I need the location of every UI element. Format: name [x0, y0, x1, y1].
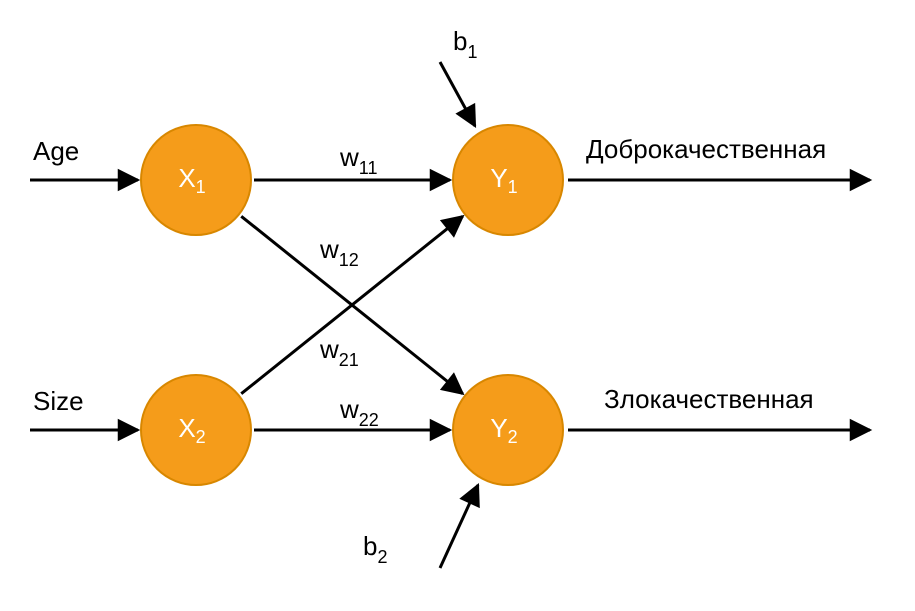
label-age: Age — [33, 136, 79, 166]
arrow-b1 — [440, 62, 475, 126]
label-w22: w22 — [339, 394, 379, 430]
arrow-b2 — [440, 485, 478, 568]
label-b1: b1 — [453, 26, 477, 62]
label-benign: Доброкачественная — [586, 134, 826, 164]
label-w11: w11 — [339, 142, 377, 178]
label-b2: b2 — [363, 531, 387, 567]
label-malignant: Злокачественная — [604, 384, 814, 414]
nn-diagram: X1 X2 Y1 Y2 Age Size Доброкачественная З… — [0, 0, 915, 611]
label-size: Size — [33, 386, 84, 416]
label-w12: w12 — [319, 234, 359, 270]
label-w21: w21 — [319, 334, 359, 370]
